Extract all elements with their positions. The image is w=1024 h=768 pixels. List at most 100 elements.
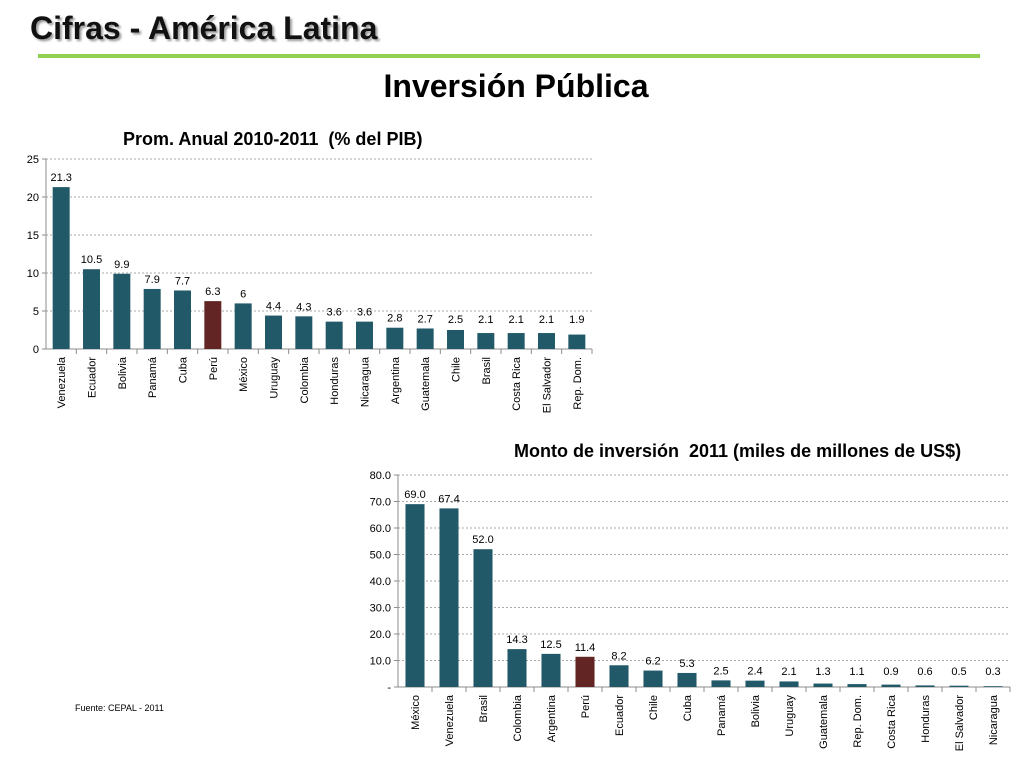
chart1-bar <box>143 288 161 349</box>
chart2-value-label: 12.5 <box>540 639 561 651</box>
chart2-bar <box>813 683 833 687</box>
chart2-ytick-label: 60.0 <box>370 523 391 535</box>
chart1-bar <box>477 333 495 349</box>
chart1-bar <box>113 273 131 349</box>
chart1-bar <box>325 321 343 349</box>
slide-title: Cifras - América Latina <box>30 10 378 46</box>
chart2-category-label: Cuba <box>682 694 694 721</box>
chart2-bar <box>881 684 901 687</box>
chart1-category-label: Costa Rica <box>511 356 523 411</box>
chart2-bar <box>745 680 765 687</box>
chart2-bar <box>779 681 799 687</box>
chart1-category-label: Honduras <box>329 357 341 405</box>
chart2-value-label: 2.4 <box>747 666 762 678</box>
chart1-ytick-label: 25 <box>27 154 39 166</box>
chart2-bar <box>473 549 493 687</box>
chart2-bar <box>949 685 969 687</box>
chart1-value-label: 2.1 <box>509 314 524 326</box>
chart2-category-label: Uruguay <box>784 695 796 737</box>
chart2-ytick-label: 80.0 <box>370 470 391 482</box>
chart2-category-label: Brasil <box>478 695 490 723</box>
chart1-category-label: México <box>238 357 250 392</box>
chart1-value-label: 2.5 <box>448 314 463 326</box>
chart2-ytick-label: 40.0 <box>370 576 391 588</box>
chart2-ytick-label: 30.0 <box>370 603 391 615</box>
chart2-category-label: México <box>410 695 422 730</box>
chart2-ytick-label: 20.0 <box>370 629 391 641</box>
chart1-ytick-label: 20 <box>27 192 39 204</box>
chart1-category-label: Panamá <box>147 356 159 398</box>
chart2-ytick-label: 50.0 <box>370 550 391 562</box>
chart-1-title: Prom. Anual 2010-2011 (% del PIB) <box>123 129 423 149</box>
chart1-value-label: 2.1 <box>539 314 554 326</box>
chart2-bar <box>711 680 731 687</box>
chart1-bar <box>83 269 100 349</box>
chart1-value-label: 6 <box>240 288 246 300</box>
chart1-bar <box>538 333 555 349</box>
chart2-bar <box>405 504 425 687</box>
chart1-value-label: 7.7 <box>175 275 190 287</box>
chart1-value-label: 3.6 <box>357 307 372 319</box>
chart1-value-label: 9.9 <box>114 259 129 271</box>
chart2-value-label: 2.1 <box>781 666 796 678</box>
chart1-category-label: Argentina <box>390 356 402 404</box>
chart2-bar <box>575 656 595 687</box>
chart1-ytick-label: 15 <box>27 230 39 242</box>
chart1-bar <box>265 315 282 349</box>
chart1-value-label: 7.9 <box>145 274 160 286</box>
chart2-category-label: Guatemala <box>818 694 830 749</box>
chart2-value-label: 2.5 <box>713 665 728 677</box>
chart1-bar <box>174 290 191 349</box>
chart1-ytick-label: 0 <box>33 344 39 356</box>
chart2-value-label: 11.4 <box>575 642 596 654</box>
chart1-category-label: Venezuela <box>56 356 68 408</box>
chart2-ytick-label: 70.0 <box>370 497 391 509</box>
chart2-category-label: Ecuador <box>614 695 626 736</box>
chart1-bar <box>234 303 252 349</box>
chart1-category-label: Bolivia <box>117 356 129 389</box>
chart1-ytick-label: 5 <box>33 306 39 318</box>
chart1-bar <box>204 301 222 349</box>
chart1-category-label: Cuba <box>178 356 190 383</box>
chart2-category-label: Argentina <box>546 694 558 742</box>
chart1-value-label: 3.6 <box>327 307 342 319</box>
chart1-bar <box>386 327 404 349</box>
chart1-bar <box>416 328 434 349</box>
chart1-value-label: 1.9 <box>569 314 584 326</box>
chart2-bar <box>915 685 935 687</box>
chart2-category-label: Rep. Dom. <box>852 695 864 748</box>
chart2-value-label: 8.2 <box>611 650 626 662</box>
chart1-value-label: 4.3 <box>296 301 311 313</box>
chart2-value-label: 69.0 <box>404 489 425 501</box>
chart1-value-label: 21.3 <box>50 172 71 184</box>
chart2-bar <box>609 665 629 687</box>
chart1-category-label: Uruguay <box>269 357 281 399</box>
chart2-category-label: Panamá <box>716 694 728 736</box>
chart2-value-label: 67.4 <box>438 493 459 505</box>
chart2-category-label: El Salvador <box>954 695 966 752</box>
chart1-value-label: 2.8 <box>387 313 402 325</box>
chart1-value-label: 2.1 <box>478 314 493 326</box>
chart1-category-label: Brasil <box>481 357 493 385</box>
chart2-category-label: Honduras <box>920 695 932 743</box>
chart1-bar <box>295 316 313 349</box>
chart2-value-label: 0.9 <box>883 666 898 678</box>
source-note: Fuente: CEPAL - 2011 <box>75 703 164 713</box>
chart2-category-label: Chile <box>648 695 660 720</box>
chart2-bar <box>541 653 561 687</box>
chart1-value-label: 10.5 <box>81 254 102 266</box>
chart2-ytick-label: 10.0 <box>370 656 391 668</box>
chart1-ytick-label: 10 <box>27 268 39 280</box>
chart-2-monto: Monto de inversión 2011 (miles de millon… <box>514 441 962 461</box>
chart2-value-label: 0.5 <box>951 666 966 678</box>
chart1-bar <box>52 187 70 349</box>
chart2-category-label: Perú <box>580 695 592 718</box>
chart1-category-label: Chile <box>451 357 463 382</box>
chart1-category-label: Nicaragua <box>360 356 372 407</box>
chart2-value-label: 52.0 <box>472 534 493 546</box>
chart2-category-label: Venezuela <box>444 694 456 746</box>
chart2-bar <box>643 670 663 687</box>
chart1-value-label: 2.7 <box>418 313 433 325</box>
chart2-ytick-label: - <box>387 682 391 694</box>
